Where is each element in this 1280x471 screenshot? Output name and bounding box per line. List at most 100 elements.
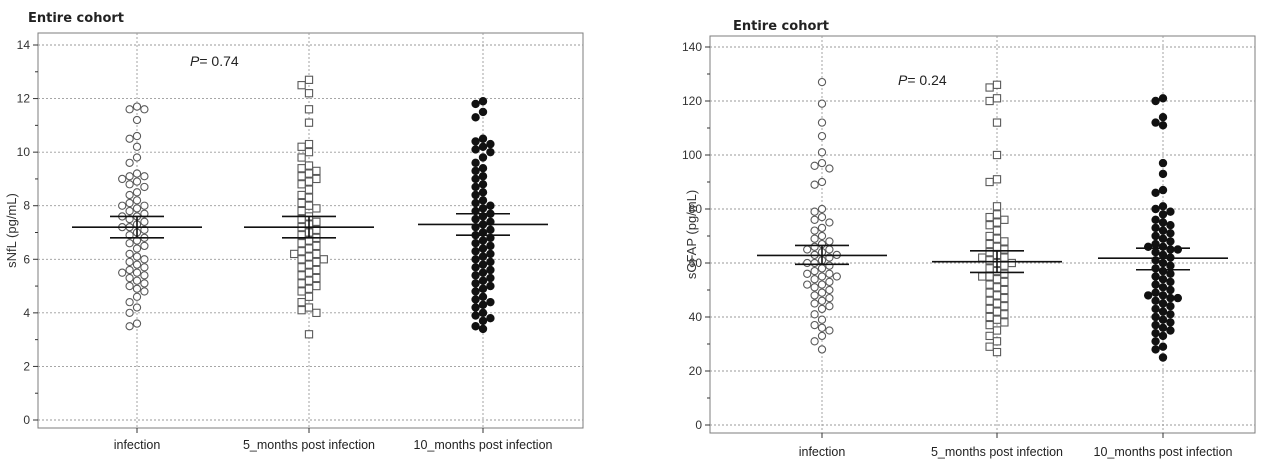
y-tick-label: 80 (689, 202, 703, 216)
data-point-circle (140, 255, 149, 264)
y-tick-label: 60 (689, 256, 703, 270)
data-point-filled (478, 188, 488, 197)
data-point-square (978, 253, 987, 262)
data-point-circle (810, 226, 819, 235)
data-point-filled (1143, 242, 1153, 252)
data-point-square (992, 80, 1002, 89)
data-point-filled (471, 174, 480, 184)
data-point-square (297, 164, 306, 173)
data-point-filled (471, 166, 480, 176)
data-point-square (1000, 285, 1009, 295)
data-point-filled (1166, 302, 1175, 311)
y-tick-label: 0 (695, 418, 702, 432)
data-point-filled (471, 287, 480, 296)
data-point-circle (140, 271, 149, 280)
data-point-square (992, 94, 1002, 103)
data-point-filled (478, 260, 488, 269)
data-point-circle (817, 204, 827, 214)
data-point-square (297, 239, 306, 248)
data-point-square (985, 296, 994, 305)
data-point-circle (817, 323, 827, 332)
y-axis-title: sNfL (pg/mL) (4, 193, 19, 268)
data-point-circle (810, 234, 819, 243)
data-point-square (985, 264, 994, 273)
p-value-symbol: P (898, 72, 908, 88)
data-point-filled (486, 297, 495, 307)
data-point-circle (817, 231, 827, 241)
data-point-filled (1158, 112, 1168, 122)
y-tick-label: 40 (689, 310, 703, 324)
data-point-square (1007, 258, 1016, 268)
data-point-circle (132, 252, 142, 261)
data-point-circle (825, 237, 834, 246)
data-point-circle (832, 272, 841, 281)
data-point-filled (1158, 299, 1168, 308)
data-point-square (312, 308, 321, 318)
data-point-filled (1158, 210, 1168, 219)
p-value-text: = 0.74 (199, 53, 239, 69)
data-point-circle (817, 304, 827, 314)
data-point-filled (478, 284, 488, 293)
data-point-square (297, 206, 306, 216)
data-point-circle (125, 239, 134, 248)
data-point-filled (1158, 226, 1168, 235)
data-point-square (297, 198, 306, 208)
data-point-filled (1173, 245, 1183, 254)
data-point-circle (125, 158, 134, 168)
chart-title: Entire cohort (28, 11, 124, 26)
data-point-square (297, 271, 306, 280)
data-point-square (992, 283, 1002, 292)
data-point-circle (118, 201, 127, 210)
data-point-square (992, 326, 1002, 335)
data-point-circle (125, 206, 134, 216)
data-point-filled (1151, 96, 1160, 106)
data-point-circle (125, 297, 134, 307)
data-point-filled (1151, 288, 1160, 297)
data-point-filled (1158, 169, 1168, 179)
plot-frame (37, 32, 584, 429)
data-point-circle (817, 331, 827, 341)
data-point-filled (1151, 280, 1160, 289)
data-point-square (312, 241, 321, 251)
data-point-filled (1166, 269, 1175, 278)
data-point-filled (478, 153, 488, 162)
y-tick-label: 12 (17, 92, 31, 106)
data-point-filled (471, 255, 480, 264)
data-point-square (297, 153, 306, 162)
data-point-filled (478, 134, 488, 143)
data-point-circle (817, 345, 827, 354)
data-point-filled (1158, 158, 1168, 168)
data-point-circle (125, 214, 134, 224)
data-point-square (985, 312, 994, 322)
data-point-square (992, 202, 1002, 211)
data-point-circle (810, 161, 819, 170)
data-point-circle (817, 131, 827, 141)
data-point-circle (817, 177, 827, 187)
data-point-circle (810, 266, 819, 276)
x-category-label: infection (114, 438, 161, 452)
data-point-filled (471, 137, 480, 146)
data-point-square (304, 185, 314, 194)
data-point-filled (1166, 207, 1175, 216)
data-point-square (1000, 318, 1009, 327)
y-tick-label: 20 (689, 364, 703, 378)
data-point-filled (1166, 245, 1175, 254)
data-point-square (1000, 277, 1009, 287)
data-point-filled (1158, 121, 1168, 130)
data-point-filled (486, 139, 495, 149)
data-point-circle (140, 263, 149, 272)
data-point-filled (486, 241, 495, 251)
data-point-circle (132, 188, 142, 197)
data-point-circle (118, 268, 127, 277)
data-point-filled (1151, 239, 1160, 249)
x-category-label: 10_months post infection (414, 438, 553, 452)
data-point-square (304, 89, 314, 98)
data-point-circle (125, 180, 134, 189)
data-point-square (1000, 261, 1009, 270)
data-point-square (297, 287, 306, 296)
data-point-filled (1151, 312, 1160, 322)
data-point-circle (132, 169, 142, 178)
data-point-filled (471, 322, 480, 331)
y-tick-label: 8 (23, 199, 30, 213)
data-point-filled (471, 182, 480, 192)
